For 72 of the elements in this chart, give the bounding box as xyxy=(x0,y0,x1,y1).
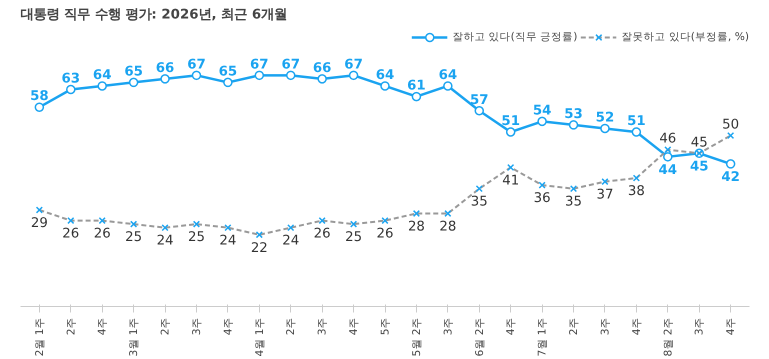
data-label: 26 xyxy=(376,226,394,242)
data-label: 45 xyxy=(690,135,708,150)
data-label: 42 xyxy=(721,170,740,185)
data-label: 45 xyxy=(690,159,709,174)
data-label: 61 xyxy=(407,78,426,94)
data-label: 24 xyxy=(282,234,300,249)
data-label: 67 xyxy=(187,57,206,72)
data-label: 44 xyxy=(658,162,678,178)
data-label: 67 xyxy=(281,57,300,72)
data-label: 38 xyxy=(628,184,645,200)
chart-title: 대통령 직무 수행 평가: 2026년, 최근 6개월 xyxy=(20,8,288,22)
data-label: 35 xyxy=(565,194,582,210)
x-tick-label: 4주 xyxy=(347,318,360,336)
data-label: 26 xyxy=(62,226,80,242)
x-tick-label: 3주 xyxy=(441,318,454,336)
x-tick-label: 3주 xyxy=(316,318,329,336)
data-label: 26 xyxy=(314,226,331,242)
data-label: 58 xyxy=(30,89,49,104)
data-label: 67 xyxy=(250,57,269,72)
data-label: 22 xyxy=(250,240,268,256)
data-label: 64 xyxy=(92,68,112,83)
data-label: 54 xyxy=(532,103,552,118)
x-tick-label: 5월 2주 xyxy=(410,317,423,356)
x-tick-label: 3주 xyxy=(598,318,612,336)
x-tick-label: 4주 xyxy=(504,318,518,336)
data-label: 25 xyxy=(188,230,205,246)
data-label: 57 xyxy=(470,92,489,108)
legend-label: 잘하고 있다(직무 긍정률) xyxy=(452,30,578,44)
x-tick-label: 3주 xyxy=(190,318,203,336)
data-label: 25 xyxy=(345,230,362,246)
data-label: 41 xyxy=(502,173,520,188)
data-label: 36 xyxy=(534,191,551,206)
data-label: 46 xyxy=(659,132,676,147)
x-tick-label: 7월 1주 xyxy=(536,317,549,356)
x-tick-label: 3월 1주 xyxy=(127,317,140,356)
data-label: 65 xyxy=(124,64,143,80)
data-label: 67 xyxy=(344,57,363,72)
x-tick-label: 4주 xyxy=(96,318,109,336)
x-tick-label: 5주 xyxy=(378,318,392,336)
data-label: 28 xyxy=(439,220,456,234)
data-label: 29 xyxy=(30,216,48,231)
x-tick-label: 6월 2주 xyxy=(472,317,486,356)
data-label: 52 xyxy=(596,110,614,126)
data-label: 65 xyxy=(218,64,238,80)
x-tick-label: 2주 xyxy=(64,318,78,336)
data-label: 50 xyxy=(722,118,740,133)
data-label: 28 xyxy=(408,220,425,234)
data-label: 26 xyxy=(94,226,111,242)
x-tick-label: 2주 xyxy=(158,318,172,336)
data-label: 66 xyxy=(312,60,332,76)
data-label: 35 xyxy=(470,194,488,210)
legend-label: 잘못하고 있다(부정률, %) xyxy=(621,30,749,44)
data-label: 24 xyxy=(156,234,174,249)
data-label: 53 xyxy=(564,106,583,122)
x-tick-label: 4주 xyxy=(221,318,234,336)
x-tick-label: 2주 xyxy=(567,318,580,336)
data-label: 64 xyxy=(376,68,394,83)
data-label: 37 xyxy=(596,188,614,203)
x-tick-label: 2월 1주 xyxy=(32,317,46,356)
data-label: 66 xyxy=(156,60,174,76)
x-tick-label: 4주 xyxy=(724,318,738,336)
data-label: 24 xyxy=(219,234,236,249)
data-label: 51 xyxy=(501,114,520,130)
x-tick-label: 8월 2주 xyxy=(661,317,674,356)
data-label: 51 xyxy=(627,114,646,130)
x-tick-label: 3주 xyxy=(692,318,706,336)
x-tick-label: 2주 xyxy=(284,318,298,336)
data-label: 25 xyxy=(125,230,142,246)
data-label: 63 xyxy=(62,72,80,86)
data-label: 64 xyxy=(438,68,458,83)
x-tick-label: 4주 xyxy=(630,318,643,336)
x-tick-label: 4월 1주 xyxy=(252,317,266,356)
